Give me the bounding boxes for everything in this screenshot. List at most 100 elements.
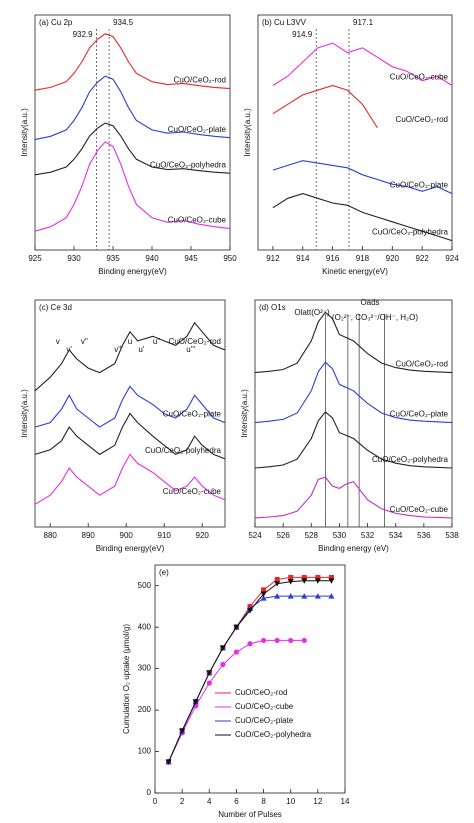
series-label: CuO/CeO₂-cube <box>163 487 222 496</box>
series-line <box>272 160 453 195</box>
series-line <box>254 411 453 469</box>
series-label: CuO/CeO₂-plate <box>168 125 227 134</box>
marker <box>287 593 294 599</box>
peak-label: v'' <box>81 337 89 346</box>
series-label: CuO/CeO₂-polyhedra <box>372 228 449 237</box>
marker <box>165 759 172 765</box>
marker <box>219 645 226 651</box>
y-tick-label: 500 <box>138 581 152 590</box>
x-tick-label: 914 <box>296 254 310 263</box>
marker <box>220 661 226 668</box>
series-line <box>34 33 231 91</box>
peak-label: u'' <box>153 337 161 346</box>
series-line <box>272 84 378 129</box>
panel-title: (e) <box>159 568 169 577</box>
marker <box>301 593 308 599</box>
series-label: CuO/CeO₂-cube <box>390 73 449 82</box>
y-axis-label: Intensity(a.u.) <box>240 389 249 438</box>
panel-title: (c) Ce 3d <box>39 303 72 312</box>
marker <box>301 578 308 584</box>
series-line <box>34 385 226 428</box>
marker <box>328 574 334 580</box>
marker <box>274 593 281 599</box>
series-line <box>254 476 453 519</box>
plot-frame <box>154 564 346 794</box>
panel-title: (d) O1s <box>259 303 286 312</box>
series-line <box>34 412 226 460</box>
marker <box>328 593 335 599</box>
series-line <box>34 141 231 232</box>
marker <box>274 581 281 587</box>
reference-label: 934.5 <box>113 18 134 27</box>
marker <box>260 637 267 644</box>
series-label: CuO/CeO₂-plate <box>390 410 449 419</box>
series-line <box>34 75 231 141</box>
series-line <box>34 453 226 505</box>
x-tick-label: 940 <box>145 254 159 263</box>
x-tick-label: 920 <box>386 254 400 263</box>
x-tick-label: 900 <box>120 531 134 540</box>
x-tick-label: 538 <box>445 531 459 540</box>
x-tick-label: 12 <box>313 797 322 806</box>
x-tick-label: 945 <box>184 254 198 263</box>
x-tick-label: 880 <box>44 531 58 540</box>
x-axis-label: Number of Pulses <box>218 810 282 819</box>
plot-frame <box>34 299 226 528</box>
plot-frame <box>257 14 453 251</box>
legend-label: CuO/CeO₂-cube <box>235 702 294 711</box>
series-line <box>272 193 453 242</box>
panel-title: (b) Cu L3VV <box>262 18 307 27</box>
peak-label: u <box>128 337 132 346</box>
x-tick-label: 924 <box>445 254 459 263</box>
y-axis-label: Cumulation O₂ uptake (μmol/g) <box>122 624 131 734</box>
y-tick-label: 100 <box>138 747 152 756</box>
legend-label: CuO/CeO₂-rod <box>235 688 287 697</box>
panel-title: (a) Cu 2p <box>39 18 73 27</box>
series-line <box>34 122 231 176</box>
marker <box>206 670 213 676</box>
x-axis-label: Binding energy (eV) <box>318 544 389 553</box>
plot-frame <box>34 14 231 251</box>
x-tick-label: 4 <box>207 797 212 806</box>
reference-label: 932.9 <box>73 30 94 39</box>
x-axis-label: Binding energy(eV) <box>98 267 167 276</box>
x-tick-label: 532 <box>361 531 375 540</box>
marker <box>287 579 294 585</box>
y-tick-label: 400 <box>138 622 152 631</box>
x-tick-label: 526 <box>276 531 290 540</box>
marker <box>314 578 321 584</box>
x-axis-label: Binding energy(eV) <box>96 544 165 553</box>
x-tick-label: 935 <box>106 254 120 263</box>
x-tick-label: 524 <box>248 531 262 540</box>
x-tick-label: 14 <box>341 797 350 806</box>
x-tick-label: 920 <box>196 531 210 540</box>
marker <box>315 574 321 580</box>
y-axis-label: Intensity(a.u.) <box>20 389 29 438</box>
marker <box>274 577 280 583</box>
peak-label: u' <box>138 345 144 354</box>
marker <box>233 624 240 631</box>
marker <box>247 608 253 614</box>
y-axis-label: Intensity(a.u.) <box>20 108 29 157</box>
plot-frame <box>254 299 453 528</box>
series-label: CuO/CeO₂-polyhedra <box>372 455 449 464</box>
series-label: CuO/CeO₂-rod <box>169 337 221 346</box>
x-tick-label: 6 <box>234 797 239 806</box>
series-line <box>254 361 453 424</box>
x-tick-label: 950 <box>223 254 237 263</box>
x-axis-label: Kinetic energy(eV) <box>322 267 388 276</box>
series-label: CuO/CeO₂-rod <box>396 115 448 124</box>
series-label: CuO/CeO₂-plate <box>390 181 449 190</box>
marker <box>233 649 240 655</box>
marker <box>328 578 335 584</box>
x-tick-label: 8 <box>261 797 266 806</box>
x-tick-label: 922 <box>415 254 429 263</box>
marker <box>206 680 212 686</box>
x-tick-label: 910 <box>158 531 172 540</box>
series-label: CuO/CeO₂-polyhedra <box>150 160 227 169</box>
annotation: Olatt(O²⁻) <box>294 308 330 317</box>
marker <box>288 574 294 580</box>
marker <box>314 593 321 599</box>
x-tick-label: 2 <box>180 797 185 806</box>
